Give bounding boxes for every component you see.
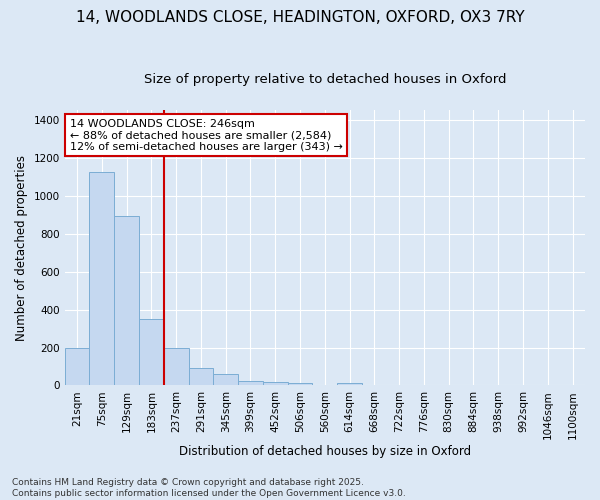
Text: Contains HM Land Registry data © Crown copyright and database right 2025.
Contai: Contains HM Land Registry data © Crown c… <box>12 478 406 498</box>
Bar <box>287 383 313 386</box>
Bar <box>164 348 188 386</box>
Bar <box>263 382 287 386</box>
Bar <box>89 172 114 386</box>
X-axis label: Distribution of detached houses by size in Oxford: Distribution of detached houses by size … <box>179 444 471 458</box>
Bar <box>214 374 238 386</box>
Bar <box>337 383 362 386</box>
Bar <box>188 368 214 386</box>
Y-axis label: Number of detached properties: Number of detached properties <box>15 155 28 341</box>
Title: Size of property relative to detached houses in Oxford: Size of property relative to detached ho… <box>143 72 506 86</box>
Bar <box>114 216 139 386</box>
Text: 14, WOODLANDS CLOSE, HEADINGTON, OXFORD, OX3 7RY: 14, WOODLANDS CLOSE, HEADINGTON, OXFORD,… <box>76 10 524 25</box>
Bar <box>65 348 89 386</box>
Bar <box>139 319 164 386</box>
Bar <box>238 381 263 386</box>
Text: 14 WOODLANDS CLOSE: 246sqm
← 88% of detached houses are smaller (2,584)
12% of s: 14 WOODLANDS CLOSE: 246sqm ← 88% of deta… <box>70 118 343 152</box>
